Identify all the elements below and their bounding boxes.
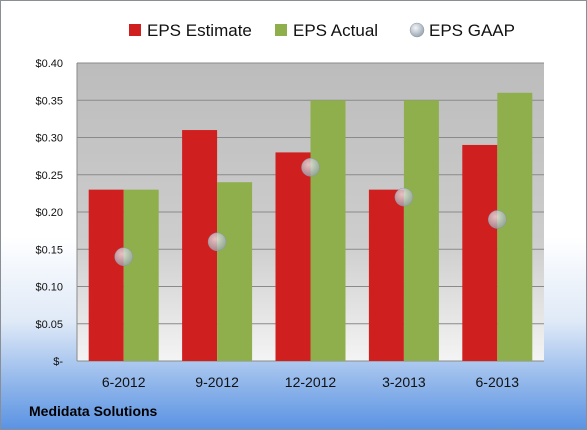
x-category-label: 3-2013 <box>382 374 426 390</box>
gaap-points <box>114 158 507 266</box>
legend: EPS Estimate EPS Actual EPS GAAP <box>129 21 515 40</box>
bar-eps-estimate <box>368 189 404 361</box>
bar-eps-estimate <box>275 152 311 361</box>
legend-swatch-eps-actual <box>275 24 287 36</box>
x-category-label: 9-2012 <box>195 374 239 390</box>
bar-eps-actual <box>403 100 439 361</box>
bar-eps-estimate <box>88 189 124 361</box>
legend-label: EPS GAAP <box>429 21 515 40</box>
x-category-label: 6-2012 <box>102 374 146 390</box>
legend-swatch-eps-gaap <box>409 22 425 38</box>
bar-eps-estimate <box>462 144 498 361</box>
legend-swatch-eps-estimate <box>129 24 141 36</box>
y-tick-label: $0.20 <box>35 207 63 219</box>
y-tick-label: $- <box>53 356 63 368</box>
legend-label: EPS Actual <box>293 21 378 40</box>
company-label: Medidata Solutions <box>29 403 158 419</box>
x-category-label: 6-2013 <box>476 374 520 390</box>
point-eps-gaap <box>394 187 414 207</box>
point-eps-gaap <box>207 232 227 252</box>
y-tick-label: $0.15 <box>35 244 63 256</box>
y-tick-label: $0.30 <box>35 133 63 145</box>
x-axis-categories: 6-2012 9-2012 12-2012 3-2013 6-2013 <box>102 374 519 390</box>
bar-eps-actual <box>217 182 253 361</box>
y-tick-label: $0.35 <box>35 95 63 107</box>
bar-eps-actual <box>123 189 159 361</box>
legend-label: EPS Estimate <box>147 21 252 40</box>
point-eps-gaap <box>114 247 133 266</box>
x-category-label: 12-2012 <box>285 374 337 390</box>
y-tick-label: $0.25 <box>35 170 63 182</box>
bar-eps-actual <box>497 92 533 362</box>
bar-eps-actual <box>310 100 346 361</box>
point-eps-gaap <box>301 158 320 177</box>
bars <box>88 92 533 362</box>
y-axis-ticks: $- $0.05 $0.10 $0.15 $0.20 $0.25 $0.30 $0.35 $0.… <box>35 58 63 368</box>
y-tick-label: $0.05 <box>35 319 63 331</box>
point-eps-gaap <box>488 210 507 229</box>
y-tick-label: $0.10 <box>35 282 63 294</box>
y-tick-label: $0.40 <box>35 58 63 70</box>
